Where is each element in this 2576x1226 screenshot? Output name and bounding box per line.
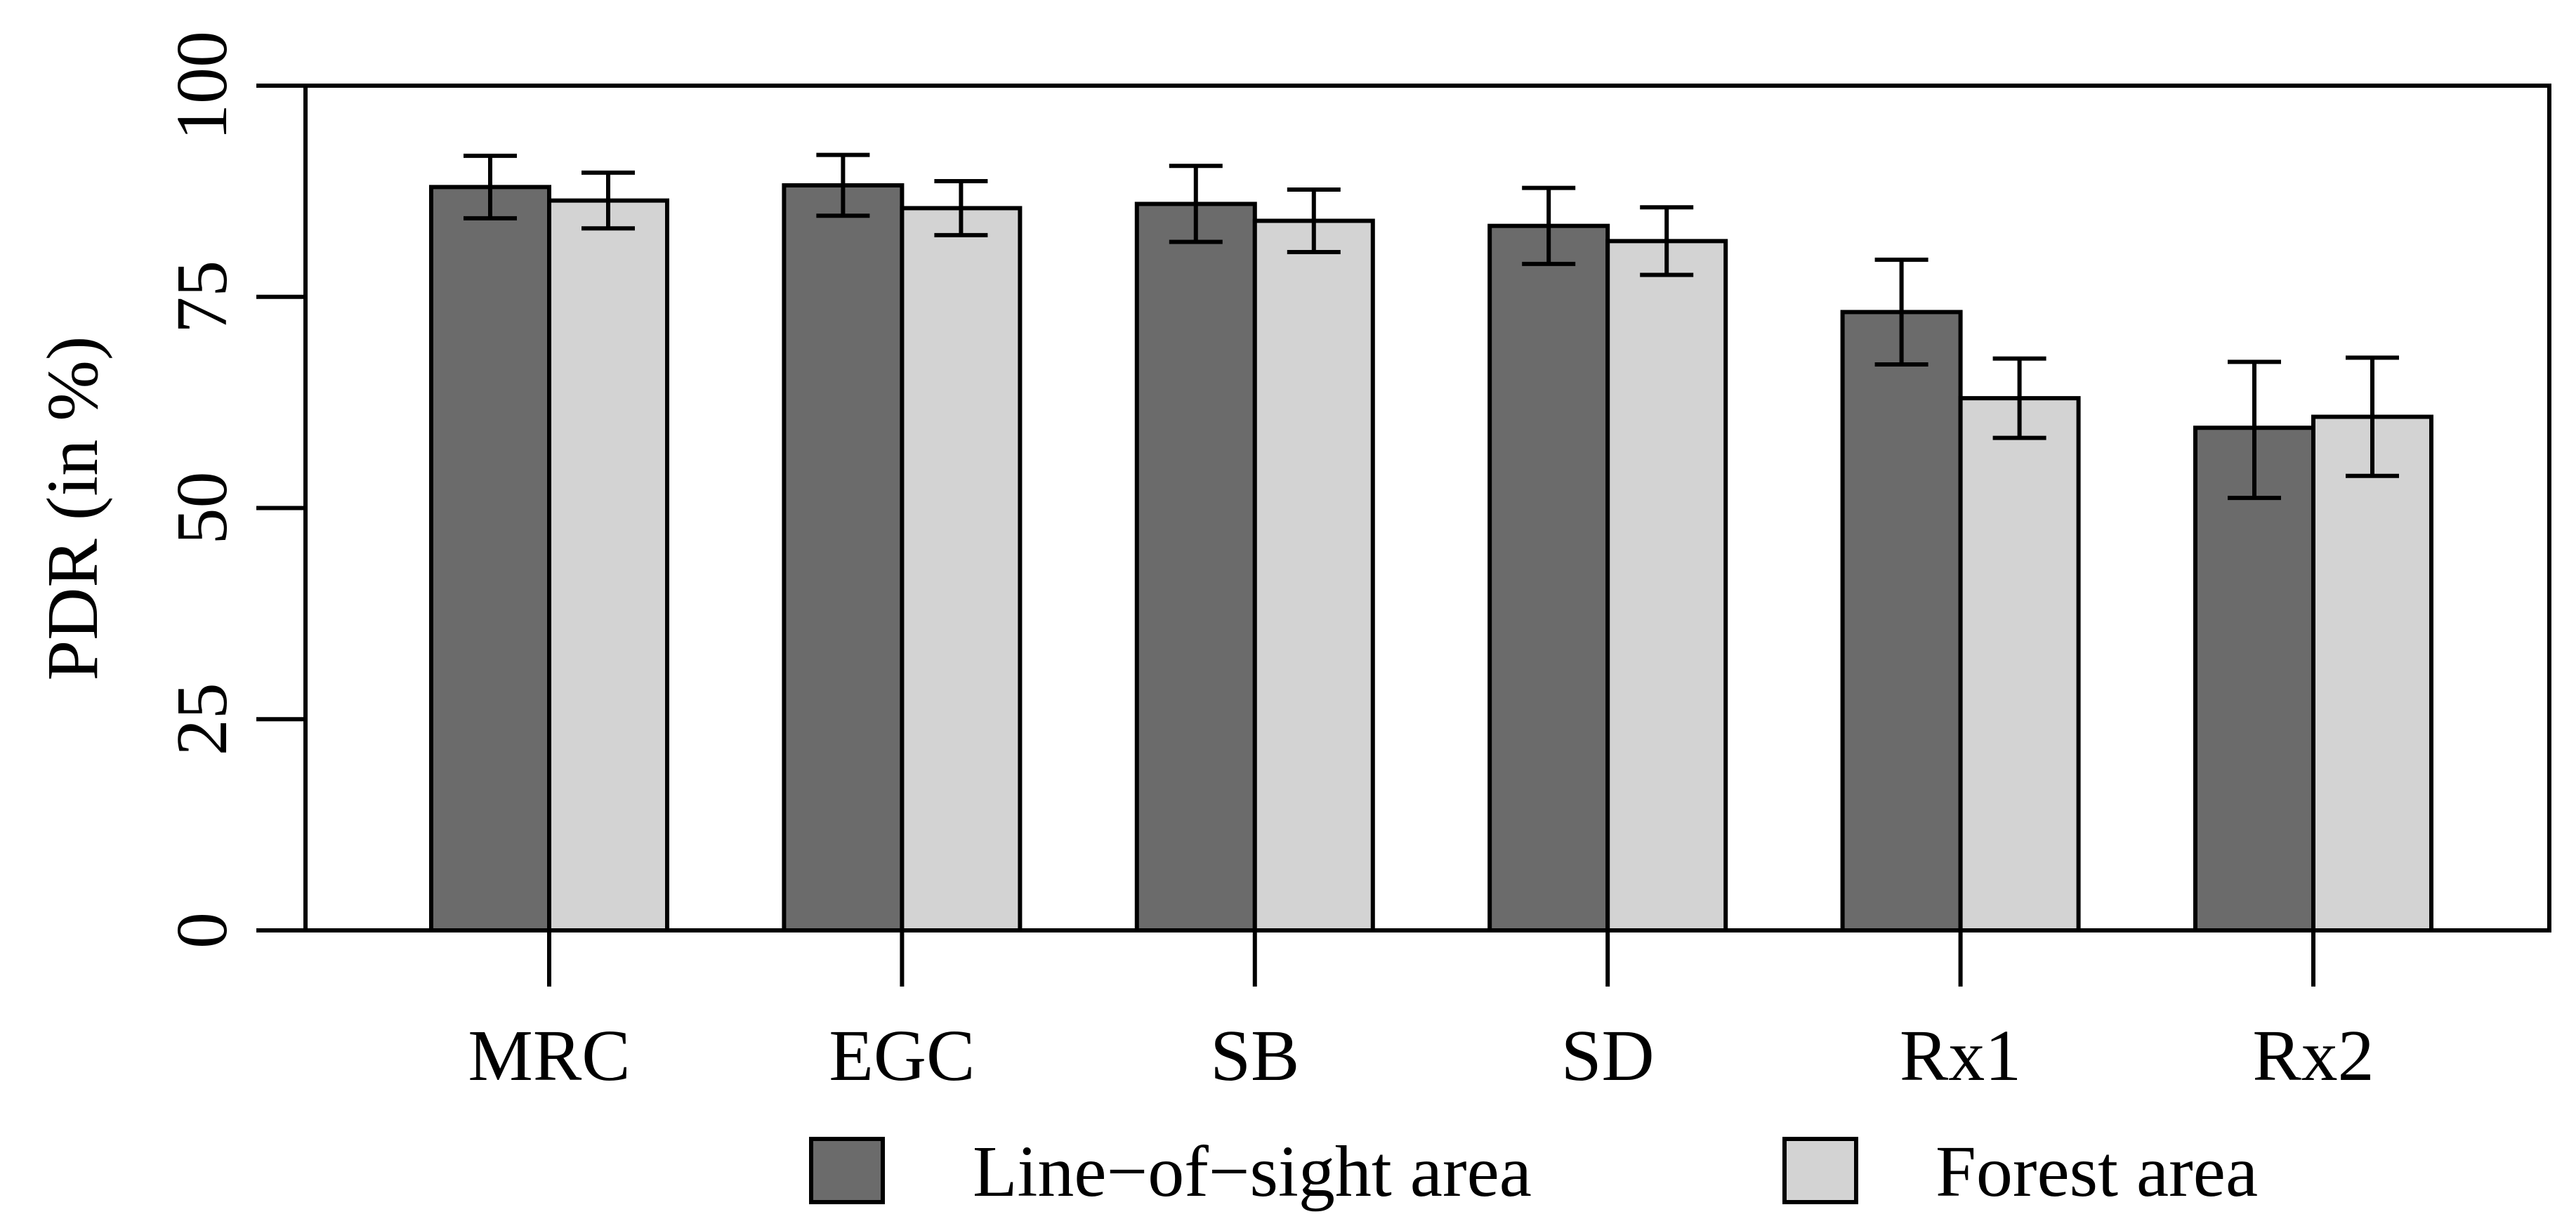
y-tick-label: 100 (162, 31, 242, 140)
bar-forest-egc (900, 206, 1023, 932)
y-tick-label: 0 (162, 912, 242, 949)
y-tick-label: 50 (162, 472, 242, 545)
bar-forest-rx2 (2311, 414, 2433, 932)
bar-forest-rx1 (1958, 396, 2081, 932)
x-tick-label-sb: SB (1210, 1015, 1299, 1096)
y-tick-label: 25 (162, 683, 242, 756)
bar-forest-mrc (547, 198, 669, 932)
y-axis: 0 25 50 75 100 (162, 31, 305, 949)
bar-forest-sb (1252, 218, 1375, 933)
bar-los-egc (782, 183, 905, 933)
bar-forest-sd (1605, 239, 1728, 932)
bar-los-mrc (429, 185, 551, 932)
y-axis-label: PDR (in %) (32, 336, 113, 680)
bar-los-sd (1487, 223, 1610, 932)
y-tick-label: 75 (162, 261, 242, 334)
x-tick-label-rx1: Rx1 (1900, 1015, 2021, 1096)
x-axis: MRC EGC SB SD Rx1 Rx2 (468, 930, 2374, 1096)
legend-label-forest: Forest area (1936, 1131, 2258, 1212)
legend-swatch-forest (1782, 1137, 1858, 1204)
x-tick-label-sd: SD (1561, 1015, 1655, 1096)
x-tick-label-egc: EGC (829, 1015, 975, 1096)
bar-group (429, 183, 2433, 933)
error-bar-group (464, 152, 2399, 501)
x-tick-label-mrc: MRC (468, 1015, 630, 1096)
legend-label-los: Line−of−sight area (973, 1131, 1532, 1212)
legend: Line−of−sight area Forest area (809, 1131, 2258, 1212)
legend-swatch-los (809, 1137, 885, 1204)
bar-los-sb (1134, 202, 1257, 932)
bar-los-rx2 (2193, 426, 2315, 932)
bar-los-rx1 (1840, 310, 1963, 932)
plot-frame (303, 84, 2551, 932)
x-tick-label-rx2: Rx2 (2252, 1015, 2374, 1096)
